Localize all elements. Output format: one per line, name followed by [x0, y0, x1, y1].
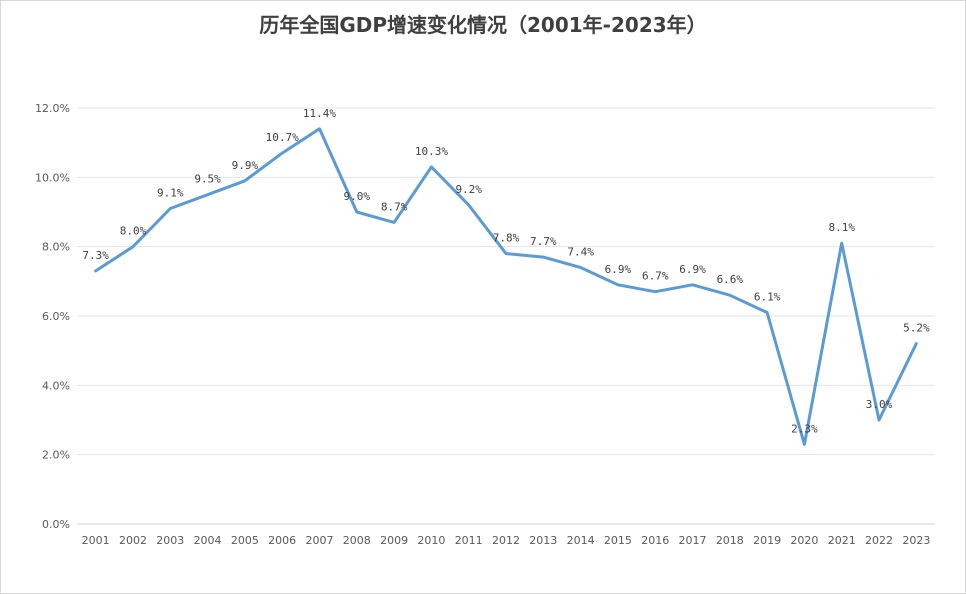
- data-label: 9.9%: [232, 159, 259, 172]
- data-point: [728, 293, 732, 297]
- data-label: 9.1%: [157, 187, 184, 200]
- data-point: [206, 193, 210, 197]
- data-point: [429, 165, 433, 169]
- x-tick-label: 2005: [231, 534, 259, 547]
- data-label: 5.2%: [903, 322, 930, 335]
- data-label: 10.7%: [266, 131, 299, 144]
- x-tick-label: 2003: [156, 534, 184, 547]
- y-tick-label: 2.0%: [42, 449, 70, 462]
- x-tick-label: 2021: [828, 534, 856, 547]
- data-label: 7.3%: [82, 249, 109, 262]
- data-point: [355, 210, 359, 214]
- data-label: 7.8%: [493, 232, 520, 245]
- data-point: [616, 283, 620, 287]
- data-point: [94, 269, 98, 273]
- x-tick-label: 2023: [902, 534, 930, 547]
- data-point: [840, 241, 844, 245]
- data-label: 8.0%: [120, 225, 147, 238]
- x-tick-label: 2004: [194, 534, 222, 547]
- x-tick-label: 2014: [567, 534, 595, 547]
- data-label: 11.4%: [303, 107, 336, 120]
- data-label: 7.4%: [567, 245, 594, 258]
- chart-title: 历年全国GDP增速变化情况（2001年-2023年）: [259, 13, 707, 37]
- data-label: 8.1%: [828, 221, 855, 234]
- x-tick-label: 2010: [417, 534, 445, 547]
- data-label: 6.7%: [642, 270, 669, 283]
- data-point: [914, 342, 918, 346]
- data-point: [765, 311, 769, 315]
- x-tick-label: 2020: [790, 534, 818, 547]
- x-tick-label: 2015: [604, 534, 632, 547]
- data-label: 10.3%: [415, 145, 448, 158]
- data-label: 8.7%: [381, 200, 408, 213]
- data-label: 6.9%: [679, 263, 706, 276]
- y-tick-label: 12.0%: [35, 102, 70, 115]
- x-tick-label: 2007: [305, 534, 333, 547]
- data-point: [653, 290, 657, 294]
- x-tick-label: 2013: [529, 534, 557, 547]
- data-point: [168, 207, 172, 211]
- data-point: [877, 418, 881, 422]
- x-tick-label: 2012: [492, 534, 520, 547]
- y-tick-label: 8.0%: [42, 241, 70, 254]
- y-tick-label: 10.0%: [35, 171, 70, 184]
- data-point: [317, 127, 321, 131]
- data-point: [243, 179, 247, 183]
- data-label: 6.6%: [717, 273, 744, 286]
- data-label: 2.3%: [791, 422, 818, 435]
- y-tick-label: 0.0%: [42, 518, 70, 531]
- x-tick-label: 2019: [753, 534, 781, 547]
- data-label: 9.0%: [344, 190, 371, 203]
- data-label: 6.9%: [605, 263, 632, 276]
- x-tick-label: 2008: [343, 534, 371, 547]
- x-tick-label: 2011: [455, 534, 483, 547]
- x-tick-label: 2009: [380, 534, 408, 547]
- y-tick-label: 4.0%: [42, 379, 70, 392]
- data-label: 9.2%: [455, 183, 482, 196]
- data-point: [541, 255, 545, 259]
- data-point: [802, 442, 806, 446]
- x-tick-label: 2002: [119, 534, 147, 547]
- x-tick-label: 2016: [641, 534, 669, 547]
- data-point: [280, 151, 284, 155]
- data-label: 9.5%: [194, 173, 221, 186]
- series-line: [94, 127, 918, 446]
- data-point: [691, 283, 695, 287]
- x-tick-label: 2022: [865, 534, 893, 547]
- data-point: [131, 245, 135, 249]
- y-tick-label: 6.0%: [42, 310, 70, 323]
- data-label: 7.7%: [530, 235, 557, 248]
- data-point: [579, 265, 583, 269]
- data-point: [504, 252, 508, 256]
- data-point: [467, 203, 471, 207]
- x-tick-label: 2001: [82, 534, 110, 547]
- x-tick-label: 2017: [679, 534, 707, 547]
- data-label: 6.1%: [754, 291, 781, 304]
- x-tick-label: 2018: [716, 534, 744, 547]
- data-label: 3.0%: [866, 398, 893, 411]
- x-tick-label: 2006: [268, 534, 296, 547]
- data-point: [392, 220, 396, 224]
